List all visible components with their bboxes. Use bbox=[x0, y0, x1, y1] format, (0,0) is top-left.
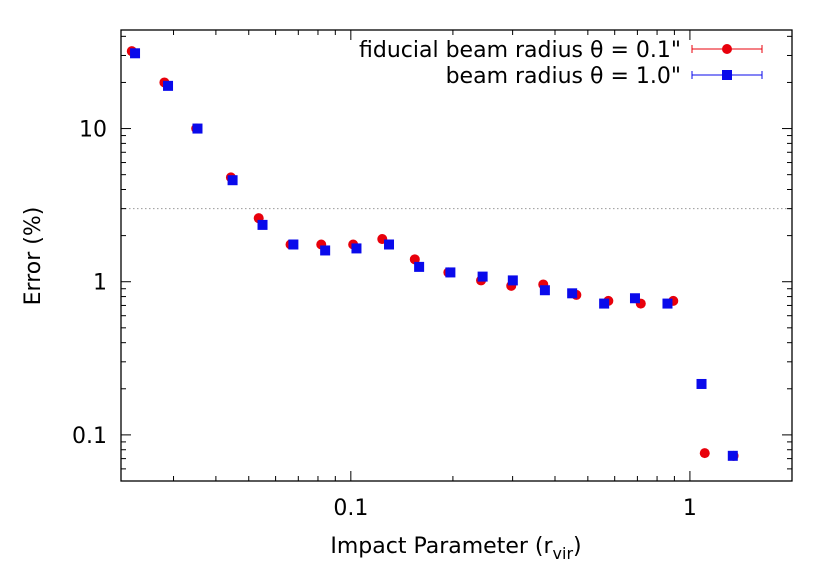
point-circle bbox=[699, 448, 710, 459]
point-square bbox=[567, 288, 578, 299]
point-square bbox=[662, 298, 673, 309]
x-axis-label-close: ) bbox=[573, 534, 582, 559]
point-square bbox=[192, 123, 203, 134]
data-points bbox=[126, 46, 739, 461]
y-tick-label: 1 bbox=[93, 271, 107, 296]
legend-entry-fiducial: fiducial beam radius θ = 0.1" bbox=[359, 38, 763, 63]
legend-entry-beam: beam radius θ = 1.0" bbox=[446, 64, 763, 89]
x-axis-label: Impact Parameter (rvir) bbox=[330, 534, 581, 563]
point-square bbox=[445, 267, 456, 278]
axis-ticks: 0.1 1 0.1 1 10 bbox=[72, 30, 793, 521]
y-tick-label: 0.1 bbox=[72, 424, 107, 449]
point-square bbox=[384, 239, 395, 250]
legend-marker-circle bbox=[722, 44, 732, 54]
x-axis-label-subscript: vir bbox=[553, 544, 574, 563]
x-tick-label: 0.1 bbox=[333, 496, 368, 521]
point-square bbox=[320, 245, 331, 256]
point-square bbox=[727, 450, 738, 461]
point-square bbox=[507, 275, 518, 286]
point-square bbox=[288, 239, 299, 250]
point-square bbox=[163, 80, 174, 91]
point-square bbox=[351, 243, 362, 254]
point-square bbox=[539, 285, 550, 296]
point-square bbox=[696, 378, 707, 389]
point-square bbox=[599, 298, 610, 309]
point-square bbox=[130, 48, 141, 59]
x-tick-label: 1 bbox=[683, 496, 697, 521]
legend: fiducial beam radius θ = 0.1" beam radiu… bbox=[359, 38, 763, 89]
y-tick-label: 10 bbox=[79, 118, 107, 143]
y-axis-label: Error (%) bbox=[21, 207, 46, 306]
legend-label-beam: beam radius θ = 1.0" bbox=[446, 64, 681, 89]
legend-label-fiducial: fiducial beam radius θ = 0.1" bbox=[359, 38, 681, 63]
point-circle bbox=[409, 254, 420, 265]
point-square bbox=[227, 175, 238, 186]
point-square bbox=[414, 261, 425, 272]
point-square bbox=[477, 271, 488, 282]
point-square bbox=[257, 219, 268, 230]
point-square bbox=[629, 293, 640, 304]
plot-frame bbox=[120, 29, 793, 482]
x-axis-label-main: Impact Parameter (r bbox=[330, 534, 553, 559]
legend-marker-square bbox=[722, 70, 732, 80]
